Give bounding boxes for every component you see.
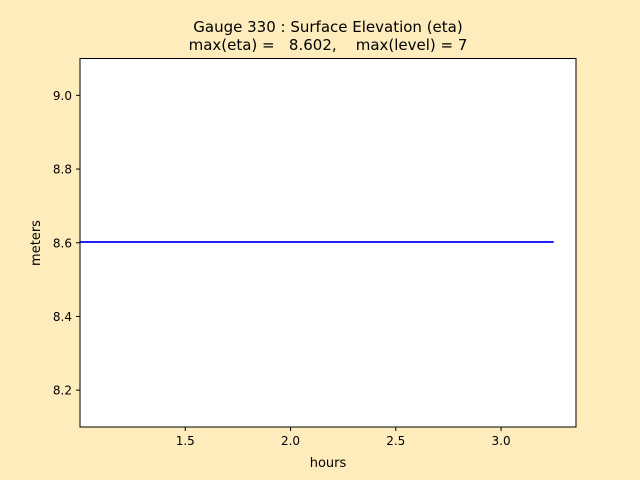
y-tick-label: 8.6 xyxy=(53,236,72,250)
x-axis-label: hours xyxy=(310,456,347,471)
y-axis-label: meters xyxy=(29,220,44,266)
x-tick-label: 2.0 xyxy=(281,434,300,448)
chart-title: Gauge 330 : Surface Elevation (eta) xyxy=(193,18,462,36)
x-tick-label: 2.5 xyxy=(386,434,405,448)
x-tick-label: 1.5 xyxy=(176,434,195,448)
y-tick-label: 8.4 xyxy=(53,310,72,324)
y-tick-label: 8.8 xyxy=(53,163,72,177)
chart-subtitle: max(eta) = 8.602, max(level) = 7 xyxy=(189,36,468,54)
y-tick-label: 8.2 xyxy=(53,384,72,398)
y-tick-label: 9.0 xyxy=(53,89,72,103)
x-tick-label: 3.0 xyxy=(492,434,511,448)
